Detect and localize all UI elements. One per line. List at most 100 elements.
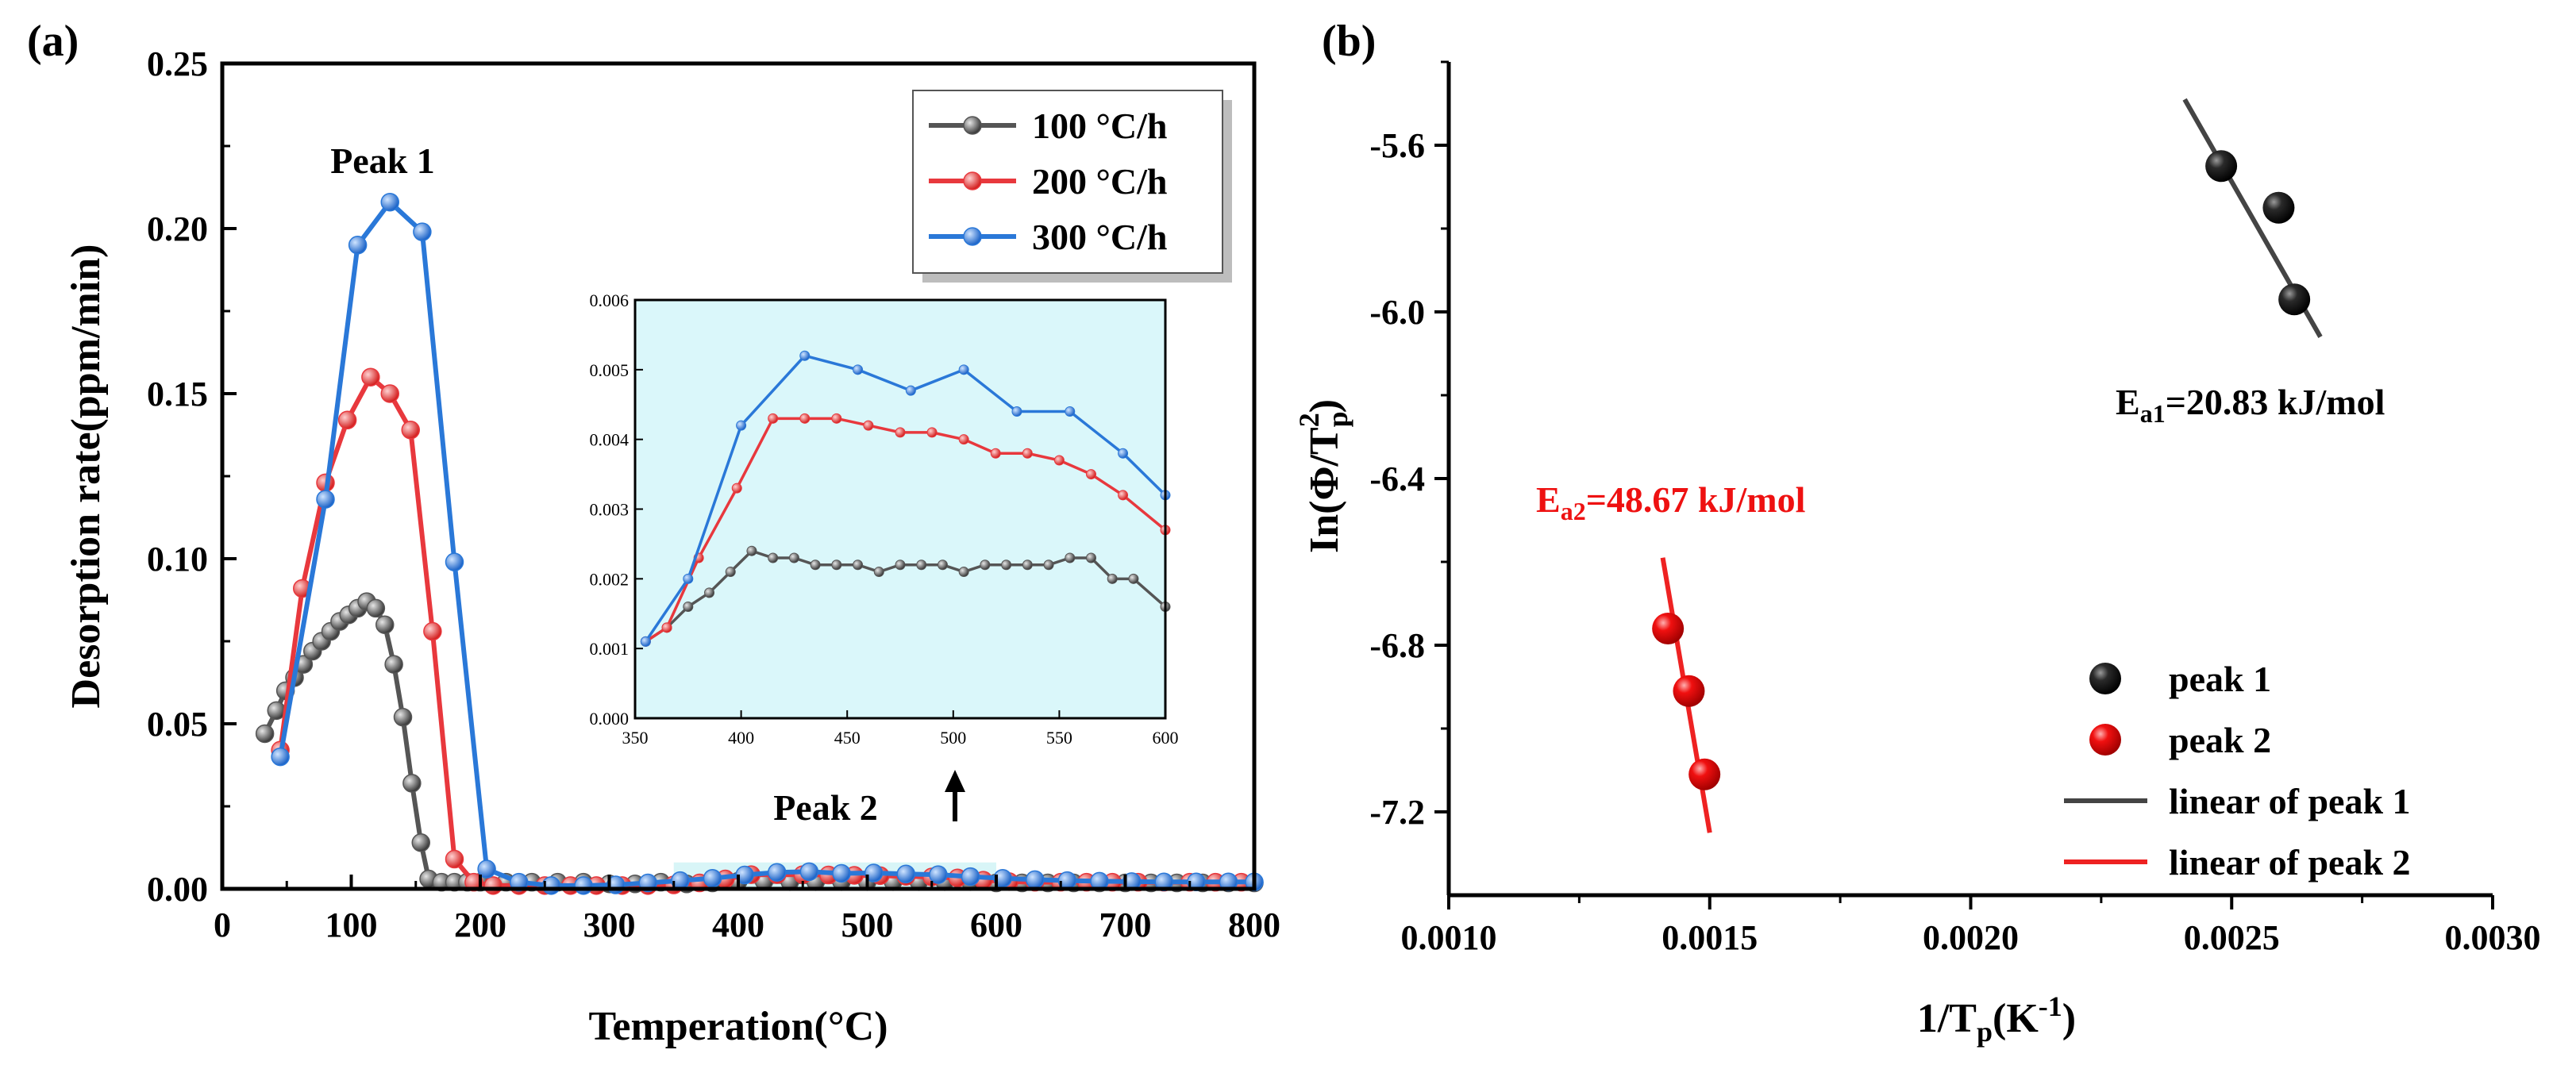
inset-data-point <box>958 434 969 445</box>
data-point <box>703 868 722 888</box>
inset-data-point <box>873 567 884 578</box>
panel-b: (b) 0.0010 0.0015 0.0020 0.0025 0.0030 -5.6 -6… <box>1293 17 2541 1048</box>
data-point <box>864 863 884 883</box>
legend-label: peak 2 <box>2169 720 2271 760</box>
inset-data-point <box>1022 448 1033 459</box>
panel-b-label: (b) <box>1322 17 1376 66</box>
legend-marker <box>2089 663 2121 694</box>
x-tick-label: 500 <box>841 906 894 944</box>
x-tick-label: 0.0020 <box>1923 918 2019 957</box>
inset-y-tick-label: 0.003 <box>590 500 630 520</box>
inset-x-tick-label: 450 <box>834 728 861 748</box>
data-point <box>445 552 464 571</box>
arrow-up-icon <box>945 770 965 821</box>
scatter-point <box>2205 150 2238 183</box>
inset-data-point <box>958 567 969 578</box>
y-tick-label: -5.6 <box>1369 126 1425 165</box>
x-tick-label: 700 <box>1099 906 1152 944</box>
x-tick-label: 0 <box>214 906 231 944</box>
panel-a-ylabel: Desorption rate(ppm/min) <box>64 244 109 709</box>
y-tick-label: -6.8 <box>1369 626 1425 665</box>
panel-a-label: (a) <box>27 17 79 66</box>
x-tick-label: 0.0010 <box>1401 918 1497 957</box>
inset-data-point <box>1011 406 1022 417</box>
inset-y-tick-label: 0.005 <box>590 360 630 380</box>
data-point <box>799 862 819 882</box>
panel-a-series <box>255 192 1264 895</box>
inset-data-point <box>736 420 747 431</box>
inset-chart: 350 400 450 500 550 600 0.000 0.001 0.002 0.003 0.… <box>590 290 1179 748</box>
data-point <box>464 872 483 892</box>
inset-x-tick-label: 550 <box>1046 728 1072 748</box>
inset-ticks: 350 400 450 500 550 600 0.000 0.001 0.002 0.003 0.… <box>590 290 1179 748</box>
data-point <box>961 867 980 886</box>
scatter-point <box>1688 758 1721 790</box>
inset-data-point <box>640 636 651 647</box>
inset-data-point <box>1065 406 1076 417</box>
inset-data-point <box>853 559 864 571</box>
panel-b-legend: peak 1 peak 2 linear of peak 1 linear of pe… <box>2064 659 2411 883</box>
y-tick-label: -7.2 <box>1369 793 1425 832</box>
inset-data-point <box>746 545 757 556</box>
inset-data-point <box>1053 455 1065 466</box>
panel-a-xlabel: Temperation(°C) <box>588 1004 888 1049</box>
x-tick-label: 0.0025 <box>2184 918 2280 957</box>
inset-data-point <box>937 559 948 571</box>
data-point <box>896 864 915 884</box>
scatter-point <box>1652 613 1685 644</box>
data-point <box>832 863 851 883</box>
panel-b-xlabel: 1/Tp(K-1) <box>1917 990 2076 1048</box>
inset-data-point <box>1118 448 1129 459</box>
inset-data-point <box>853 364 864 375</box>
inset-x-tick-label: 400 <box>728 728 754 748</box>
inset-data-point <box>895 427 906 438</box>
inset-data-point <box>661 622 672 633</box>
inset-data-point <box>1085 552 1096 563</box>
x-tick-label: 100 <box>325 906 378 944</box>
scatter-point <box>1673 675 1705 707</box>
panel-b-axes <box>1446 62 2493 898</box>
inset-x-tick-label: 350 <box>622 728 649 748</box>
y-tick-label: 0.15 <box>147 375 208 413</box>
inset-data-point <box>1043 559 1054 571</box>
data-point <box>423 621 442 641</box>
ea1-annotation: Ea1=20.83 kJ/mol <box>2116 382 2385 428</box>
inset-x-tick-label: 500 <box>940 728 966 748</box>
data-point <box>271 747 290 767</box>
inset-y-tick-label: 0.002 <box>590 569 630 589</box>
inset-data-point <box>810 559 821 571</box>
legend-label: 200 °C/h <box>1032 161 1167 202</box>
data-point <box>735 865 754 885</box>
legend-label: linear of peak 1 <box>2169 781 2411 821</box>
x-tick-label: 800 <box>1228 906 1280 944</box>
inset-data-point <box>831 413 842 424</box>
inset-data-point <box>831 559 842 571</box>
inset-data-point <box>725 567 736 578</box>
data-point <box>1026 870 1045 890</box>
y-tick-label: -6.0 <box>1369 293 1425 332</box>
legend-label: peak 1 <box>2169 659 2271 699</box>
inset-data-point <box>683 601 694 612</box>
data-point <box>411 833 430 852</box>
peak1-label: Peak 1 <box>330 140 435 181</box>
y-tick-label: 0.05 <box>147 705 208 744</box>
y-tick-label: 0.00 <box>147 870 208 909</box>
data-point <box>375 615 395 634</box>
data-point <box>483 876 502 895</box>
panel-a-ticks: 0 100 200 300 400 500 600 700 800 0.00 0.05 0.10 0.1… <box>147 44 1280 944</box>
inset-data-point <box>1065 552 1076 563</box>
legend-label: 300 °C/h <box>1032 217 1167 257</box>
x-tick-label: 300 <box>583 906 636 944</box>
inset-y-tick-label: 0.004 <box>590 430 630 450</box>
x-tick-label: 600 <box>970 906 1022 944</box>
legend-label: 100 °C/h <box>1032 106 1167 146</box>
inset-data-point <box>895 559 906 571</box>
scatter-point <box>2278 283 2311 316</box>
data-point <box>384 655 403 674</box>
x-tick-label: 400 <box>712 906 764 944</box>
data-point <box>477 859 496 879</box>
inset-data-point <box>1001 559 1012 571</box>
panel-b-series <box>1652 98 2323 833</box>
scatter-point <box>2262 191 2295 224</box>
panel-a-legend: 100 °C/h 200 °C/h 300 °C/h <box>912 90 1232 283</box>
